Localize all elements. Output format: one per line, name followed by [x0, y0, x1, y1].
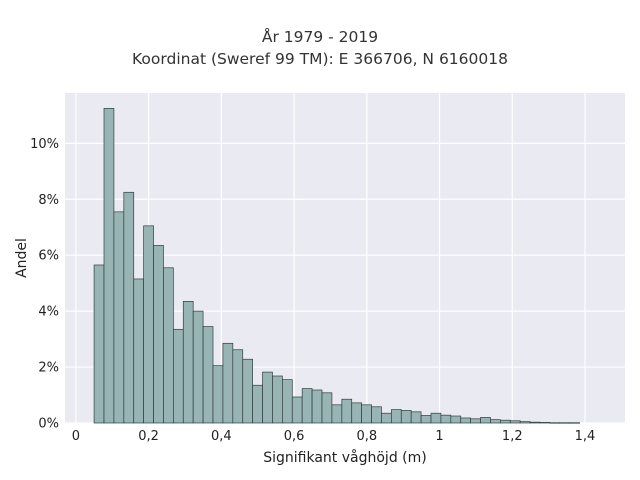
histogram-bar: [222, 342, 234, 424]
y-tick-label: 8%: [38, 193, 59, 208]
x-tick-label: 0: [72, 429, 80, 444]
histogram-bar: [123, 191, 135, 424]
histogram-bar: [470, 418, 481, 424]
histogram-bar: [549, 422, 561, 424]
x-tick-label: 1: [435, 429, 443, 444]
histogram-bar: [400, 410, 412, 424]
histogram-bar: [539, 422, 551, 424]
bars-group: [93, 108, 580, 424]
histogram-bar: [113, 211, 125, 424]
histogram-bar: [153, 245, 164, 424]
histogram-bar: [321, 392, 333, 424]
histogram-bar: [311, 389, 323, 424]
histogram-bar: [341, 398, 353, 424]
histogram-bar: [559, 422, 571, 424]
x-tick-label: 0,6: [284, 429, 305, 444]
histogram-bar: [252, 384, 263, 424]
histogram-bar: [500, 419, 511, 424]
histogram-bar: [173, 328, 184, 424]
histogram-bar: [232, 349, 244, 424]
histogram-bar: [371, 406, 382, 424]
x-tick-label: 1,4: [575, 429, 596, 444]
histogram-bar: [391, 409, 402, 424]
histogram-bar: [133, 278, 144, 424]
histogram-bar: [420, 415, 432, 424]
histogram-bar: [262, 371, 273, 424]
y-tick-label: 2%: [38, 361, 59, 376]
y-tick-label: 10%: [30, 137, 59, 152]
histogram-bar: [351, 402, 362, 424]
y-axis-label: Andel: [14, 238, 30, 278]
histogram-bar: [569, 422, 580, 424]
histogram-bar: [192, 310, 204, 424]
histogram-bar: [519, 421, 531, 424]
chart-subtitle: Koordinat (Sweref 99 TM): E 366706, N 61…: [132, 50, 508, 68]
x-axis-ticks: 0 0,2 0,4 0,6 0,8 1 1,2 1,4: [72, 429, 596, 444]
histogram-bar: [490, 419, 501, 424]
y-tick-label: 4%: [38, 305, 59, 320]
histogram-bar: [410, 411, 422, 424]
histogram-bar: [291, 396, 303, 424]
histogram-bar: [430, 412, 442, 424]
x-tick-label: 1,2: [502, 429, 523, 444]
histogram-bar: [331, 404, 343, 424]
y-tick-label: 0%: [38, 417, 59, 432]
histogram-bar: [182, 300, 194, 424]
histogram-bar: [529, 421, 541, 424]
chart-title: År 1979 - 2019: [261, 28, 379, 46]
histogram-bar: [361, 404, 372, 424]
histogram-bar: [480, 417, 491, 424]
x-tick-label: 0,4: [211, 429, 232, 444]
histogram-bar: [301, 388, 313, 424]
histogram-bar: [212, 365, 224, 424]
histogram-bar: [202, 326, 214, 424]
histogram-bar: [272, 375, 283, 424]
y-axis-ticks: 0% 2% 4% 6% 8% 10%: [30, 137, 59, 432]
histogram-bar: [143, 225, 154, 424]
x-axis-label: Signifikant våghöjd (m): [263, 449, 426, 466]
histogram-bar: [103, 108, 115, 424]
histogram-bar: [242, 358, 253, 424]
histogram-bar: [381, 412, 392, 424]
histogram-bar: [450, 415, 462, 424]
x-tick-label: 0,8: [356, 429, 377, 444]
x-tick-label: 0,2: [138, 429, 159, 444]
histogram-bar: [282, 379, 293, 424]
y-tick-label: 6%: [38, 249, 59, 264]
histogram-bar: [509, 420, 521, 424]
histogram-bar: [93, 264, 105, 424]
histogram-bar: [460, 417, 471, 424]
histogram-bar: [163, 267, 174, 424]
histogram-bar: [440, 414, 452, 424]
